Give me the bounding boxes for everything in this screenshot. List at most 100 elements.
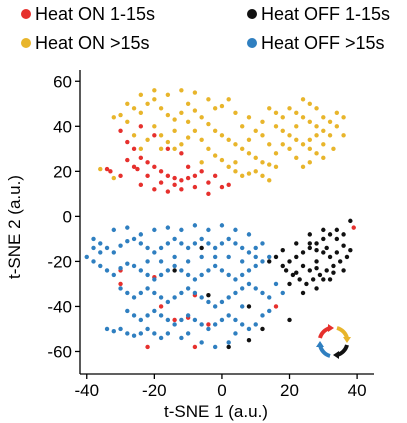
legend-dot-icon — [21, 38, 31, 48]
data-point-series-3 — [145, 245, 150, 251]
data-point-series-3 — [145, 259, 150, 264]
data-point-series-1 — [344, 254, 350, 260]
data-point-series-2 — [185, 101, 191, 106]
data-point-series-2 — [206, 97, 211, 102]
data-point-series-3 — [84, 254, 89, 260]
data-point-series-0 — [179, 178, 184, 183]
data-point-series-2 — [233, 169, 238, 174]
data-point-series-3 — [118, 265, 123, 271]
x-tick-label: 20 — [280, 381, 299, 400]
data-point-series-3 — [125, 261, 130, 266]
data-point-series-2 — [118, 112, 123, 118]
data-point-series-2 — [321, 115, 326, 120]
data-point-series-3 — [233, 277, 238, 282]
data-point-series-1 — [280, 247, 285, 253]
data-point-series-0 — [351, 225, 356, 230]
data-point-series-2 — [280, 128, 285, 133]
data-point-series-3 — [138, 290, 144, 296]
data-point-series-2 — [111, 175, 116, 181]
data-point-series-3 — [165, 225, 171, 230]
data-point-series-3 — [165, 268, 171, 273]
data-point-series-3 — [273, 281, 279, 287]
data-point-series-3 — [125, 308, 130, 314]
data-point-series-3 — [199, 254, 204, 260]
data-point-series-3 — [145, 272, 150, 278]
data-point-series-2 — [267, 106, 272, 111]
data-point-series-0 — [212, 173, 218, 179]
data-point-series-2 — [131, 106, 137, 111]
data-point-series-1 — [327, 277, 333, 282]
data-point-series-3 — [267, 295, 272, 300]
data-point-series-3 — [246, 326, 252, 332]
data-point-series-3 — [226, 295, 231, 300]
data-point-series-0 — [118, 128, 123, 133]
x-tick-label: -40 — [74, 381, 99, 400]
data-point-series-1 — [331, 263, 336, 269]
y-tick-label: -20 — [47, 252, 72, 271]
data-point-series-1 — [321, 227, 326, 233]
data-point-series-1 — [324, 268, 329, 273]
data-point-series-3 — [253, 245, 258, 251]
data-point-series-2 — [287, 146, 292, 152]
data-point-series-3 — [172, 295, 177, 300]
data-point-series-3 — [111, 250, 116, 255]
data-point-series-2 — [206, 146, 211, 152]
data-point-series-2 — [314, 151, 319, 156]
data-point-series-2 — [253, 169, 258, 174]
data-point-series-1 — [267, 259, 272, 264]
legend-dot-icon — [247, 9, 257, 19]
data-point-series-2 — [145, 137, 150, 143]
data-point-series-1 — [246, 304, 252, 309]
data-point-series-0 — [138, 124, 144, 129]
data-point-series-0 — [158, 180, 164, 185]
data-point-series-2 — [280, 142, 285, 147]
data-point-series-3 — [131, 313, 137, 318]
data-point-series-3 — [240, 304, 245, 309]
data-point-series-2 — [307, 137, 312, 143]
data-point-series-2 — [219, 133, 225, 138]
data-point-series-1 — [314, 259, 319, 264]
data-point-series-2 — [158, 133, 164, 138]
data-point-series-1 — [283, 268, 289, 273]
data-point-series-3 — [152, 331, 157, 336]
data-point-series-3 — [240, 259, 245, 264]
data-point-series-3 — [104, 268, 110, 273]
legend-dot-icon — [21, 9, 31, 19]
data-point-series-3 — [246, 250, 252, 255]
data-point-series-3 — [152, 250, 157, 255]
data-point-series-2 — [341, 115, 346, 120]
data-point-series-3 — [185, 331, 191, 336]
data-point-series-2 — [199, 160, 204, 165]
data-point-series-3 — [138, 232, 144, 237]
data-point-series-3 — [125, 331, 130, 336]
data-point-series-2 — [260, 160, 265, 165]
data-point-series-3 — [118, 286, 123, 291]
data-point-series-3 — [125, 225, 130, 230]
y-tick-label: 40 — [53, 117, 72, 136]
data-point-series-3 — [172, 254, 177, 260]
data-point-series-3 — [104, 245, 110, 251]
data-point-series-3 — [131, 295, 137, 300]
data-point-series-0 — [192, 184, 198, 190]
data-point-series-2 — [179, 110, 184, 115]
data-point-series-3 — [185, 272, 191, 278]
data-point-series-3 — [118, 243, 123, 248]
data-point-series-1 — [314, 286, 319, 291]
x-tick-label: 40 — [348, 381, 367, 400]
data-point-series-2 — [152, 124, 157, 129]
data-point-series-2 — [226, 164, 231, 170]
data-point-series-3 — [246, 281, 252, 287]
data-point-series-2 — [233, 110, 238, 115]
data-point-series-3 — [131, 236, 137, 242]
data-point-series-2 — [327, 133, 333, 138]
data-point-series-2 — [138, 110, 144, 115]
data-point-series-1 — [317, 272, 323, 278]
data-point-series-2 — [300, 115, 306, 120]
data-point-series-3 — [152, 308, 157, 314]
data-point-series-3 — [192, 317, 198, 323]
data-point-series-3 — [179, 268, 184, 273]
data-point-series-2 — [111, 115, 116, 120]
data-point-series-2 — [321, 142, 326, 147]
data-point-series-3 — [219, 268, 225, 273]
